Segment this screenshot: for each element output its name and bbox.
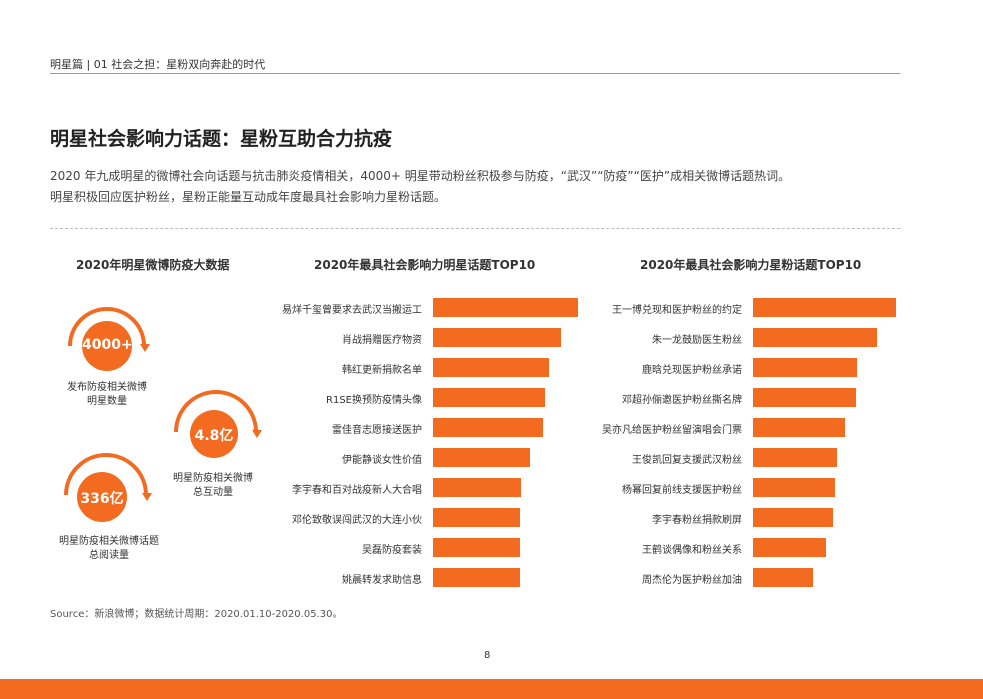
stat-label: 明星防疫相关微博话题 总阅读量 [46,535,172,563]
bar-label: 吴亦凡给医护粉丝留演唱会门票 [602,425,742,436]
bar [753,388,856,407]
bar [753,358,857,377]
breadcrumb: 明星篇 | 01 社会之担：星粉双向奔赴的时代 [50,58,266,71]
stat-label: 发布防疫相关微博 明星数量 [52,381,162,409]
bar-label: 雷佳音志愿接送医护 [332,425,422,436]
stat-circle-stars: 4000+ [66,306,150,382]
bar [433,328,561,347]
stat-value: 4000+ [82,337,133,353]
bar [753,418,845,437]
stat-label-line: 总阅读量 [89,550,129,561]
bar [753,478,835,497]
stat-label-line: 明星防疫相关微博 [173,473,253,484]
bar [433,448,530,467]
footer-band [0,679,983,699]
bar-label: 李宇春粉丝捐款刷屏 [652,515,742,526]
bar [433,418,543,437]
bar-label: 伊能静谈女性价值 [342,455,422,466]
chart-title-stars: 2020年最具社会影响力明星话题TOP10 [314,258,536,272]
bar-label: 邓伦致敬误闯武汉的大连小伙 [292,515,422,526]
chart-title-fans: 2020年最具社会影响力星粉话题TOP10 [640,258,862,272]
bar [433,388,545,407]
bar [753,538,826,557]
stat-value: 4.8亿 [194,428,234,444]
stat-circle-reads: 336亿 [62,453,152,531]
stat-ring-icon [68,307,150,371]
bar [753,568,813,587]
bar-label: 王一博兑现和医护粉丝的约定 [612,305,742,316]
intro-line-1: 2020 年九成明星的微博社会向话题与抗击肺炎疫情相关，4000+ 明星带动粉丝… [50,169,791,183]
bar-label: 易烊千玺曾要求去武汉当搬运工 [282,305,422,316]
bar [433,568,520,587]
stat-ring-icon [174,390,262,458]
bar-label: 周杰伦为医护粉丝加油 [642,575,742,586]
bar [433,478,521,497]
bar [753,298,896,317]
bar-label: 朱一龙鼓励医生粉丝 [652,335,742,346]
stat-label-line: 发布防疫相关微博 [67,382,147,393]
source-note: Source：新浪微博；数据统计周期：2020.01.10-2020.05.30… [50,609,343,620]
bar [753,448,837,467]
intro-paragraph: 2020 年九成明星的微博社会向话题与抗击肺炎疫情相关，4000+ 明星带动粉丝… [50,166,910,208]
top-divider [50,73,900,74]
stat-label-line: 明星数量 [87,396,127,407]
bar-label: 吴磊防疫套装 [362,545,422,556]
bar-label: 李宇春和百对战疫新人大合唱 [292,485,422,496]
bar-label: 王俊凯回复支援武汉粉丝 [632,455,742,466]
bar-label: R1SE换预防疫情头像 [326,395,422,406]
bar [433,538,520,557]
stat-ring-icon [64,453,152,522]
page-number: 8 [484,650,491,661]
bar-label: 肖战捐赠医疗物资 [342,335,422,346]
stat-value: 336亿 [80,491,124,507]
bar-label: 杨幂回复前线支援医护粉丝 [622,485,742,496]
page-title: 明星社会影响力话题：星粉互助合力抗疫 [50,128,393,150]
bar-label: 鹿晗兑现医护粉丝承诺 [642,365,742,376]
bar [753,508,833,527]
bar [753,328,877,347]
stats-section-title: 2020年明星微博防疫大数据 [76,258,230,272]
bar-label: 邓超孙俪邀医护粉丝撕名牌 [622,395,742,406]
bar-label: 姚晨转发求助信息 [342,575,422,586]
bar-label: 韩红更新捐款名单 [342,365,422,376]
bar [433,508,520,527]
stat-label-line: 明星防疫相关微博话题 [59,536,159,547]
intro-line-2: 明星积极回应医护粉丝，星粉正能量互动成年度最具社会影响力星粉话题。 [50,190,447,204]
bar-label: 王鹤谈偶像和粉丝关系 [642,545,742,556]
stat-label-line: 总互动量 [193,487,233,498]
bar [433,298,578,317]
section-divider [50,228,900,229]
stat-label: 明星防疫相关微博 总互动量 [158,472,268,500]
bar [433,358,549,377]
stat-circle-interactions: 4.8亿 [172,390,262,468]
